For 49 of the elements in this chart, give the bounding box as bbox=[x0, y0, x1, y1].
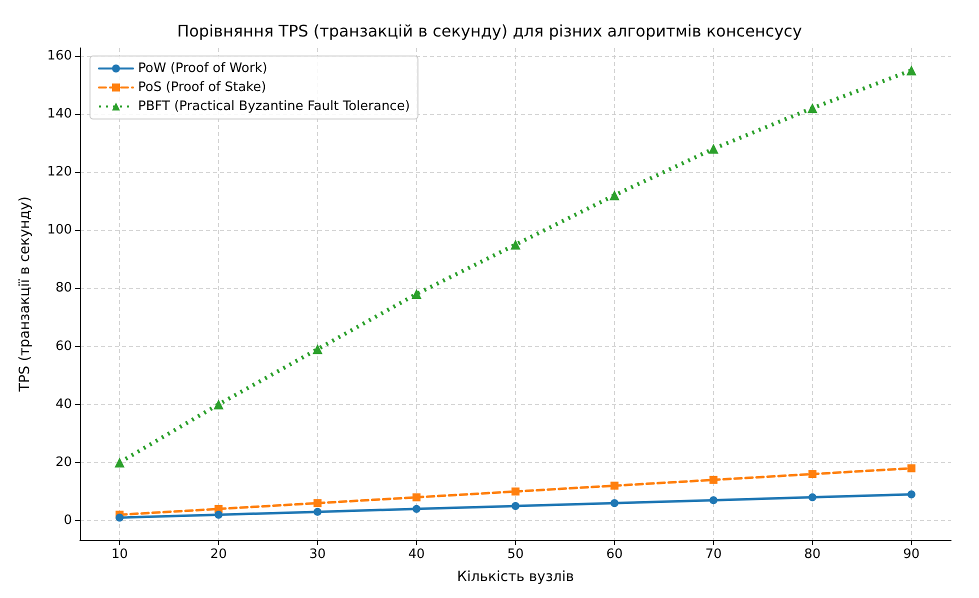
y-tick-label: 140 bbox=[47, 106, 72, 122]
legend-label: PBFT (Practical Byzantine Fault Tolerance) bbox=[138, 99, 410, 114]
point bbox=[906, 65, 916, 76]
point bbox=[512, 502, 520, 510]
x-tick-label: 80 bbox=[804, 547, 821, 562]
x-tick-label: 50 bbox=[507, 547, 524, 562]
x-tick-label: 40 bbox=[408, 547, 425, 562]
y-tick-label: 0 bbox=[64, 513, 72, 528]
y-tick-label: 60 bbox=[55, 338, 72, 354]
point bbox=[807, 103, 818, 114]
point bbox=[709, 496, 718, 504]
y-tick-label: 120 bbox=[47, 164, 72, 180]
point bbox=[907, 490, 916, 498]
point bbox=[610, 499, 618, 508]
chart-title: Порівняння TPS (транзакцій в секунду) для різних алгоритмів консенсусу bbox=[177, 22, 802, 40]
legend-label: PoW (Proof of Work) bbox=[138, 61, 268, 76]
y-tick-label: 160 bbox=[47, 48, 72, 64]
point bbox=[512, 487, 520, 496]
x-tick-label: 20 bbox=[210, 547, 227, 562]
point bbox=[312, 344, 323, 354]
x-tick-label: 10 bbox=[111, 547, 128, 562]
point bbox=[214, 510, 223, 519]
point bbox=[314, 499, 322, 508]
point bbox=[609, 190, 620, 200]
x-tick-label: 70 bbox=[705, 547, 722, 562]
x-tick-label: 30 bbox=[309, 547, 326, 562]
point bbox=[708, 144, 718, 154]
point bbox=[808, 493, 816, 502]
point bbox=[314, 508, 322, 516]
x-tick-label: 90 bbox=[903, 547, 920, 562]
y-tick-label: 100 bbox=[47, 222, 72, 238]
point bbox=[808, 470, 816, 478]
point bbox=[114, 457, 125, 468]
x-axis-title: Кількість вузлів bbox=[457, 569, 574, 585]
point bbox=[907, 464, 916, 472]
y-tick-label: 80 bbox=[55, 280, 72, 296]
point bbox=[709, 476, 718, 484]
point bbox=[610, 482, 618, 490]
point bbox=[510, 240, 520, 250]
point bbox=[214, 399, 224, 410]
point bbox=[412, 289, 422, 299]
y-tick-label: 40 bbox=[55, 396, 72, 412]
legend-label: PoS (Proof of Stake) bbox=[138, 80, 266, 95]
x-tick-label: 60 bbox=[606, 547, 623, 562]
point bbox=[412, 493, 421, 502]
y-axis-title: TPS (транзакції в секунду) bbox=[17, 196, 33, 393]
point bbox=[116, 514, 124, 522]
point bbox=[412, 504, 421, 513]
y-tick-label: 20 bbox=[55, 454, 72, 470]
